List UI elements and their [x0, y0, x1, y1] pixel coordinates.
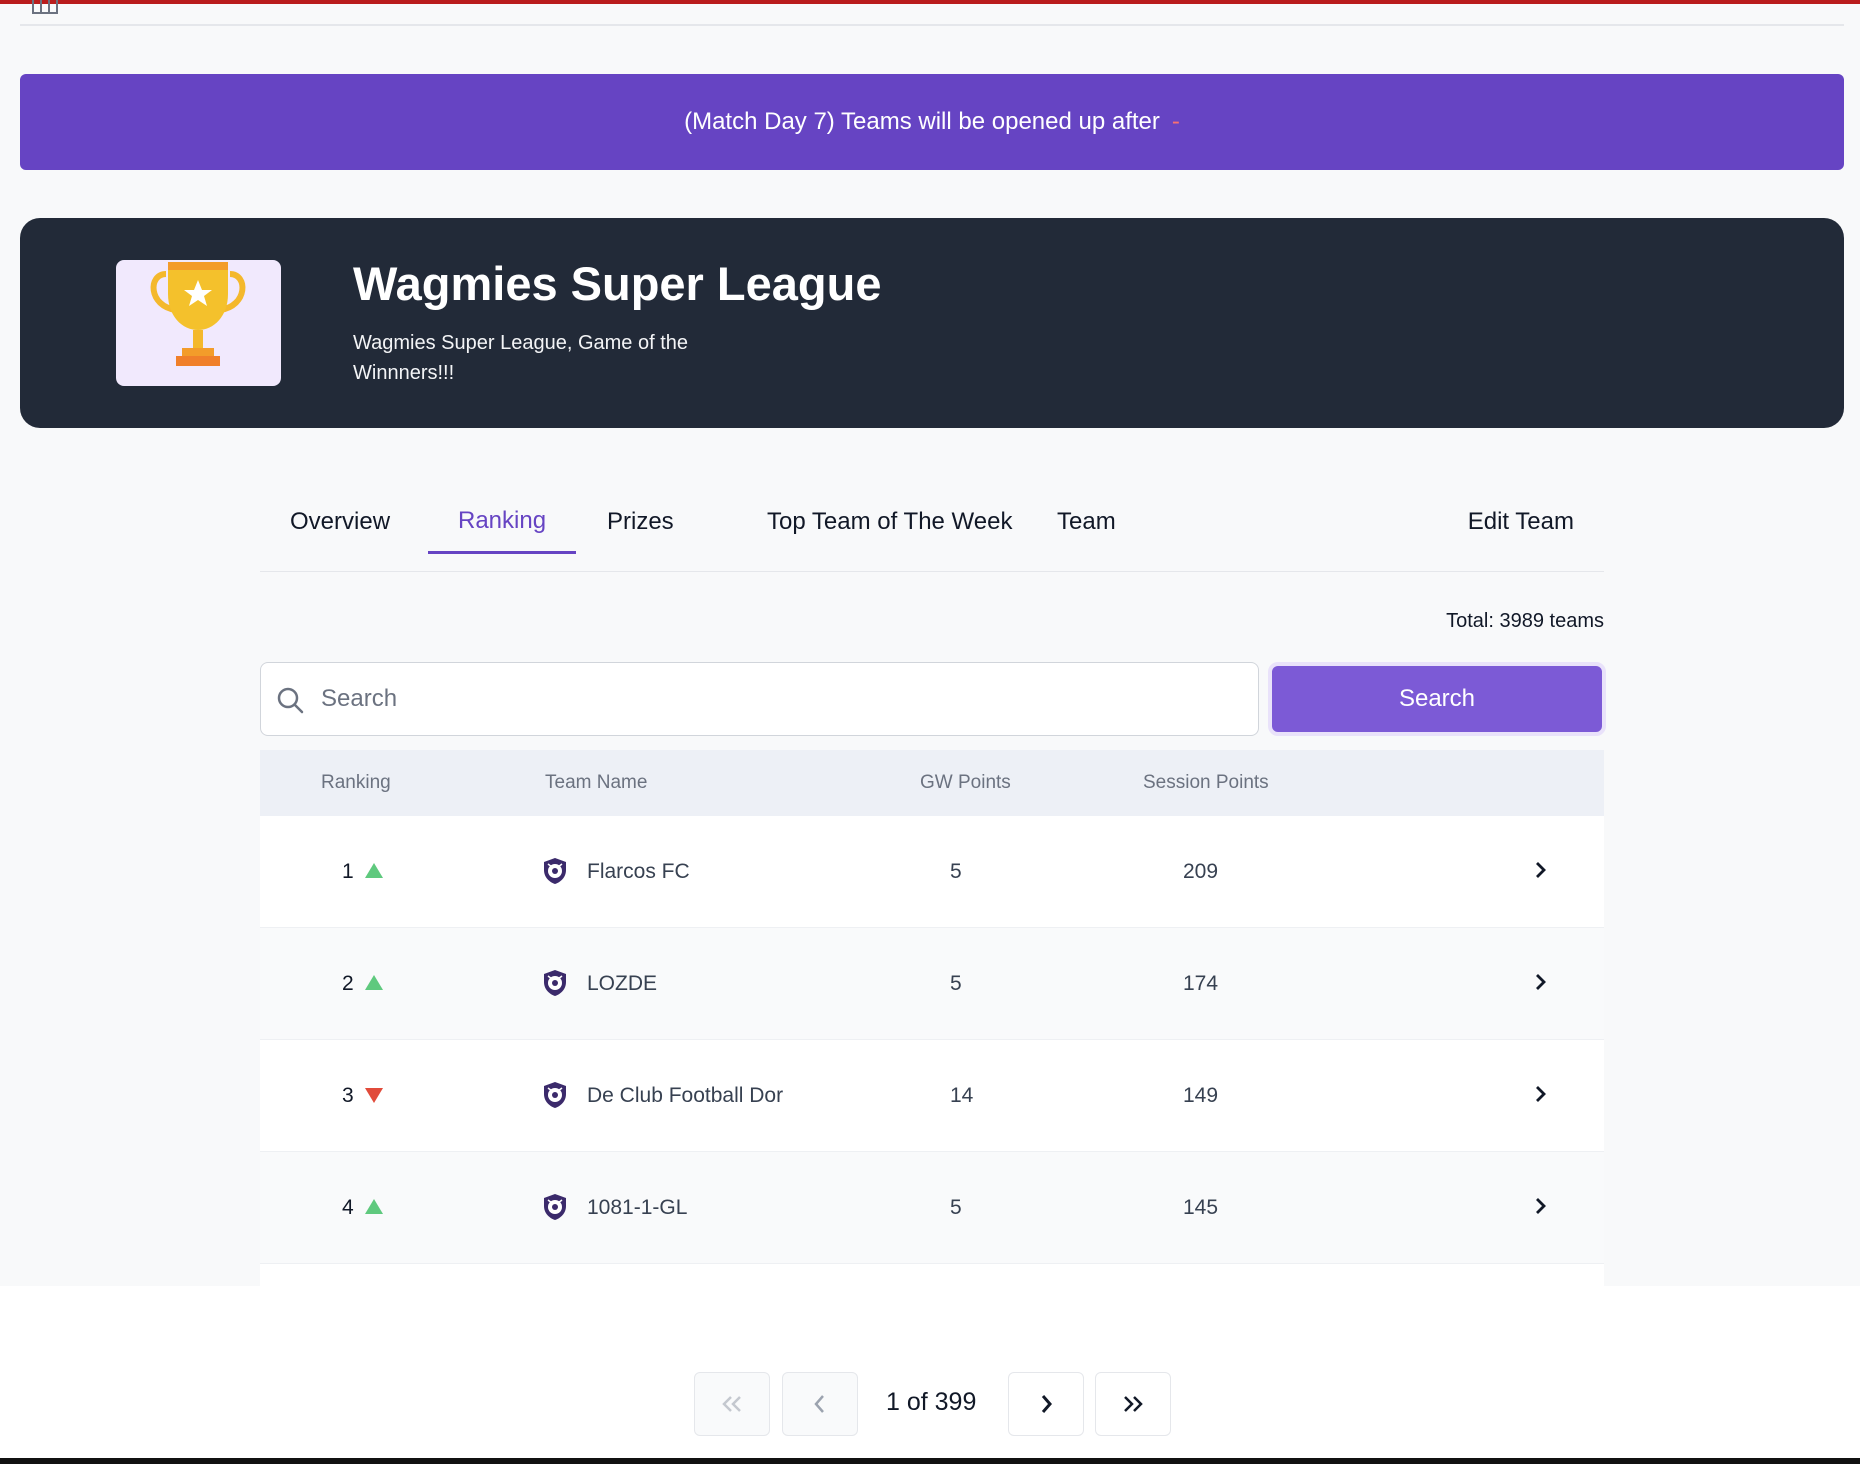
team-badge-icon: [544, 970, 566, 996]
search-icon: [277, 687, 304, 714]
team-name[interactable]: 1081-1-GL: [587, 1196, 688, 1219]
top-accent-line: [0, 0, 1860, 4]
session-points: 145: [1183, 1196, 1219, 1219]
gw-points: 5: [950, 972, 962, 995]
first-page-button[interactable]: [694, 1372, 770, 1436]
trend-up-icon: [365, 975, 383, 990]
chevron-right-icon[interactable]: [1530, 1194, 1550, 1218]
table-row[interactable]: 3 De Club Football Dor 14 149: [260, 1040, 1604, 1152]
trend-down-icon: [365, 1088, 383, 1103]
trend-up-icon: [365, 1199, 383, 1214]
search-box: [260, 662, 1259, 736]
rank-value: 3: [342, 1084, 354, 1107]
chevron-right-icon[interactable]: [1530, 858, 1550, 882]
league-logo: [116, 260, 281, 386]
chevron-right-icon[interactable]: [1530, 1082, 1550, 1106]
session-points: 149: [1183, 1084, 1219, 1107]
tab-top-team-of-the-week[interactable]: Top Team of The Week: [767, 508, 1013, 535]
banner-countdown: -: [1171, 108, 1180, 135]
top-nav-bar: [20, 0, 1844, 26]
rank-value: 1: [342, 860, 354, 883]
double-chevron-left-icon: [722, 1396, 741, 1412]
tab-overview[interactable]: Overview: [290, 508, 391, 535]
chevron-right-icon: [1041, 1395, 1052, 1413]
session-points: 174: [1183, 972, 1219, 995]
search-button[interactable]: Search: [1268, 662, 1606, 736]
table-row[interactable]: 2 LOZDE 5 174: [260, 928, 1604, 1040]
league-header: Wagmies Super League Wagmies Super Leagu…: [20, 218, 1844, 428]
edit-team-link[interactable]: Edit Team: [1467, 508, 1574, 535]
match-day-banner: (Match Day 7) Teams will be opened up af…: [20, 74, 1844, 170]
trend-up-icon: [365, 863, 383, 878]
table-body: 1 Flarcos FC 5 209 2 LOZDE 5 174 3: [260, 816, 1604, 1348]
team-name[interactable]: LOZDE: [587, 972, 658, 995]
team-badge-icon: [544, 1194, 566, 1220]
table-icon[interactable]: [32, 0, 58, 14]
header-gw-points: GW Points: [920, 772, 1011, 793]
table-row[interactable]: 4 1081-1-GL 5 145: [260, 1152, 1604, 1264]
trophy-icon: [150, 262, 246, 366]
team-badge-icon: [544, 858, 566, 884]
last-page-button[interactable]: [1095, 1372, 1171, 1436]
table-header: Ranking Team Name GW Points Session Poin…: [260, 750, 1604, 816]
team-badge-icon: [544, 1082, 566, 1108]
table-row[interactable]: 1 Flarcos FC 5 209: [260, 816, 1604, 928]
tab-prizes[interactable]: Prizes: [607, 508, 674, 535]
chevron-right-icon[interactable]: [1530, 970, 1550, 994]
league-description: Wagmies Super League, Game of the Winnne…: [353, 332, 688, 384]
gw-points: 5: [950, 1196, 962, 1219]
header-session-points: Session Points: [1143, 772, 1269, 793]
banner-text: (Match Day 7) Teams will be opened up af…: [684, 108, 1160, 135]
league-title: Wagmies Super League: [353, 257, 882, 310]
tab-team[interactable]: Team: [1057, 508, 1116, 535]
session-points: 209: [1183, 860, 1219, 883]
last-row-overflow: [260, 1286, 1604, 1348]
team-name[interactable]: De Club Football Dor: [587, 1084, 784, 1107]
bottom-edge-bar: [0, 1458, 1860, 1464]
next-page-button[interactable]: [1008, 1372, 1084, 1436]
tab-ranking[interactable]: Ranking: [428, 490, 577, 554]
double-chevron-right-icon: [1124, 1396, 1143, 1412]
search-input[interactable]: [321, 663, 1241, 735]
rank-value: 2: [342, 972, 354, 995]
gw-points: 14: [950, 1084, 974, 1107]
team-name[interactable]: Flarcos FC: [587, 860, 690, 883]
gw-points: 5: [950, 860, 962, 883]
page-indicator: 1 of 399: [886, 1388, 977, 1416]
rank-value: 4: [342, 1196, 354, 1219]
prev-page-button[interactable]: [782, 1372, 858, 1436]
header-team-name: Team Name: [545, 772, 648, 793]
chevron-left-icon: [814, 1395, 824, 1413]
ranking-table: Ranking Team Name GW Points Session Poin…: [260, 750, 1604, 1348]
total-teams-label: Total: 3989 teams: [1446, 610, 1604, 632]
league-tabs: Overview Ranking Prizes Top Team of The …: [260, 490, 1604, 572]
header-ranking: Ranking: [321, 772, 391, 793]
